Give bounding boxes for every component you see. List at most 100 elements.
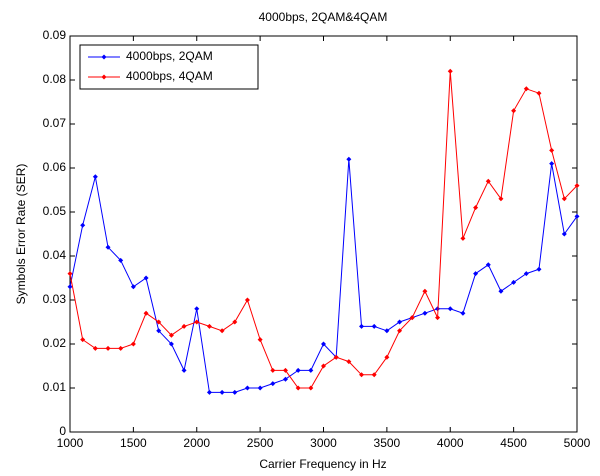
x-axis-label: Carrier Frequency in Hz xyxy=(259,457,386,471)
y-tick-label: 0.05 xyxy=(43,204,67,218)
point-marker xyxy=(346,156,352,162)
point-marker xyxy=(574,213,580,219)
plot-area xyxy=(69,35,578,433)
point-marker xyxy=(359,372,365,378)
x-tick-label: 4500 xyxy=(500,436,527,450)
point-marker xyxy=(561,231,567,237)
point-marker xyxy=(371,372,377,378)
point-marker xyxy=(397,328,403,334)
point-marker xyxy=(371,323,377,329)
x-tick-label: 2000 xyxy=(183,436,210,450)
point-marker xyxy=(346,359,352,365)
point-marker xyxy=(257,385,263,391)
point-marker xyxy=(498,288,504,294)
y-tick-label: 0.04 xyxy=(43,248,67,262)
point-marker xyxy=(270,381,276,387)
point-marker xyxy=(511,108,517,114)
point-marker xyxy=(194,319,200,325)
point-marker xyxy=(143,275,149,281)
point-marker xyxy=(181,323,187,329)
x-tick-label: 1000 xyxy=(57,436,84,450)
point-marker xyxy=(130,341,136,347)
x-tick-label: 3000 xyxy=(310,436,337,450)
point-marker xyxy=(156,319,162,325)
point-marker xyxy=(536,90,542,96)
y-tick-label: 0.08 xyxy=(43,72,67,86)
point-marker xyxy=(473,271,479,277)
chart-title: 4000bps, 2QAM&4QAM xyxy=(259,10,388,24)
point-marker xyxy=(308,385,314,391)
point-marker xyxy=(397,319,403,325)
point-marker xyxy=(422,310,428,316)
point-marker xyxy=(384,354,390,360)
y-axis-label: Symbols Error Rate (SER) xyxy=(14,164,28,305)
point-marker xyxy=(460,310,466,316)
point-marker xyxy=(460,235,466,241)
y-tick-label: 0.07 xyxy=(43,116,67,130)
point-marker xyxy=(435,315,441,321)
point-marker xyxy=(447,306,453,312)
y-tick-label: 0.01 xyxy=(43,380,67,394)
point-marker xyxy=(282,376,288,382)
point-marker xyxy=(561,196,567,202)
point-marker xyxy=(130,284,136,290)
legend-marker xyxy=(101,74,107,80)
point-marker xyxy=(473,205,479,211)
point-marker xyxy=(422,288,428,294)
point-marker xyxy=(206,389,212,395)
point-marker xyxy=(485,178,491,184)
point-marker xyxy=(92,345,98,351)
legend-label: 4000bps, 4QAM xyxy=(126,69,213,83)
point-marker xyxy=(321,341,326,347)
point-marker xyxy=(80,337,86,343)
point-marker xyxy=(118,257,124,263)
point-marker xyxy=(359,323,365,329)
point-marker xyxy=(219,389,225,395)
point-marker xyxy=(168,341,174,347)
point-marker xyxy=(206,323,212,329)
y-tick-label: 0.09 xyxy=(43,28,67,42)
point-marker xyxy=(232,389,238,395)
y-tick-label: 0 xyxy=(59,424,66,438)
point-marker xyxy=(168,332,174,338)
point-marker xyxy=(384,328,390,334)
point-marker xyxy=(511,279,517,285)
legend-box xyxy=(79,44,259,90)
x-tick-label: 4000 xyxy=(437,436,464,450)
point-marker xyxy=(194,306,200,312)
point-marker xyxy=(80,222,86,228)
point-marker xyxy=(485,262,491,268)
point-marker xyxy=(321,363,326,369)
point-marker xyxy=(156,328,162,334)
point-marker xyxy=(143,310,149,316)
point-marker xyxy=(523,271,529,277)
x-tick-label: 5000 xyxy=(564,436,591,450)
point-marker xyxy=(549,147,555,153)
point-marker xyxy=(574,183,580,189)
point-marker xyxy=(181,367,187,373)
point-marker xyxy=(67,284,73,290)
point-marker xyxy=(270,367,276,373)
point-marker xyxy=(105,345,111,351)
point-marker xyxy=(244,385,250,391)
point-marker xyxy=(295,385,301,391)
point-marker xyxy=(282,367,288,373)
point-marker xyxy=(549,161,555,167)
point-marker xyxy=(244,297,250,303)
y-tick-label: 0.06 xyxy=(43,160,67,174)
x-tick-label: 2500 xyxy=(247,436,274,450)
x-tick-label: 1500 xyxy=(120,436,147,450)
point-marker xyxy=(447,68,453,74)
point-marker xyxy=(67,271,73,277)
point-marker xyxy=(308,367,314,373)
point-marker xyxy=(409,315,415,321)
point-marker xyxy=(105,244,111,250)
point-marker xyxy=(523,86,529,92)
x-tick-label: 3500 xyxy=(374,436,401,450)
point-marker xyxy=(498,196,504,202)
point-marker xyxy=(219,328,225,334)
point-marker xyxy=(257,337,263,343)
point-marker xyxy=(333,354,339,360)
legend-label: 4000bps, 2QAM xyxy=(126,49,213,63)
